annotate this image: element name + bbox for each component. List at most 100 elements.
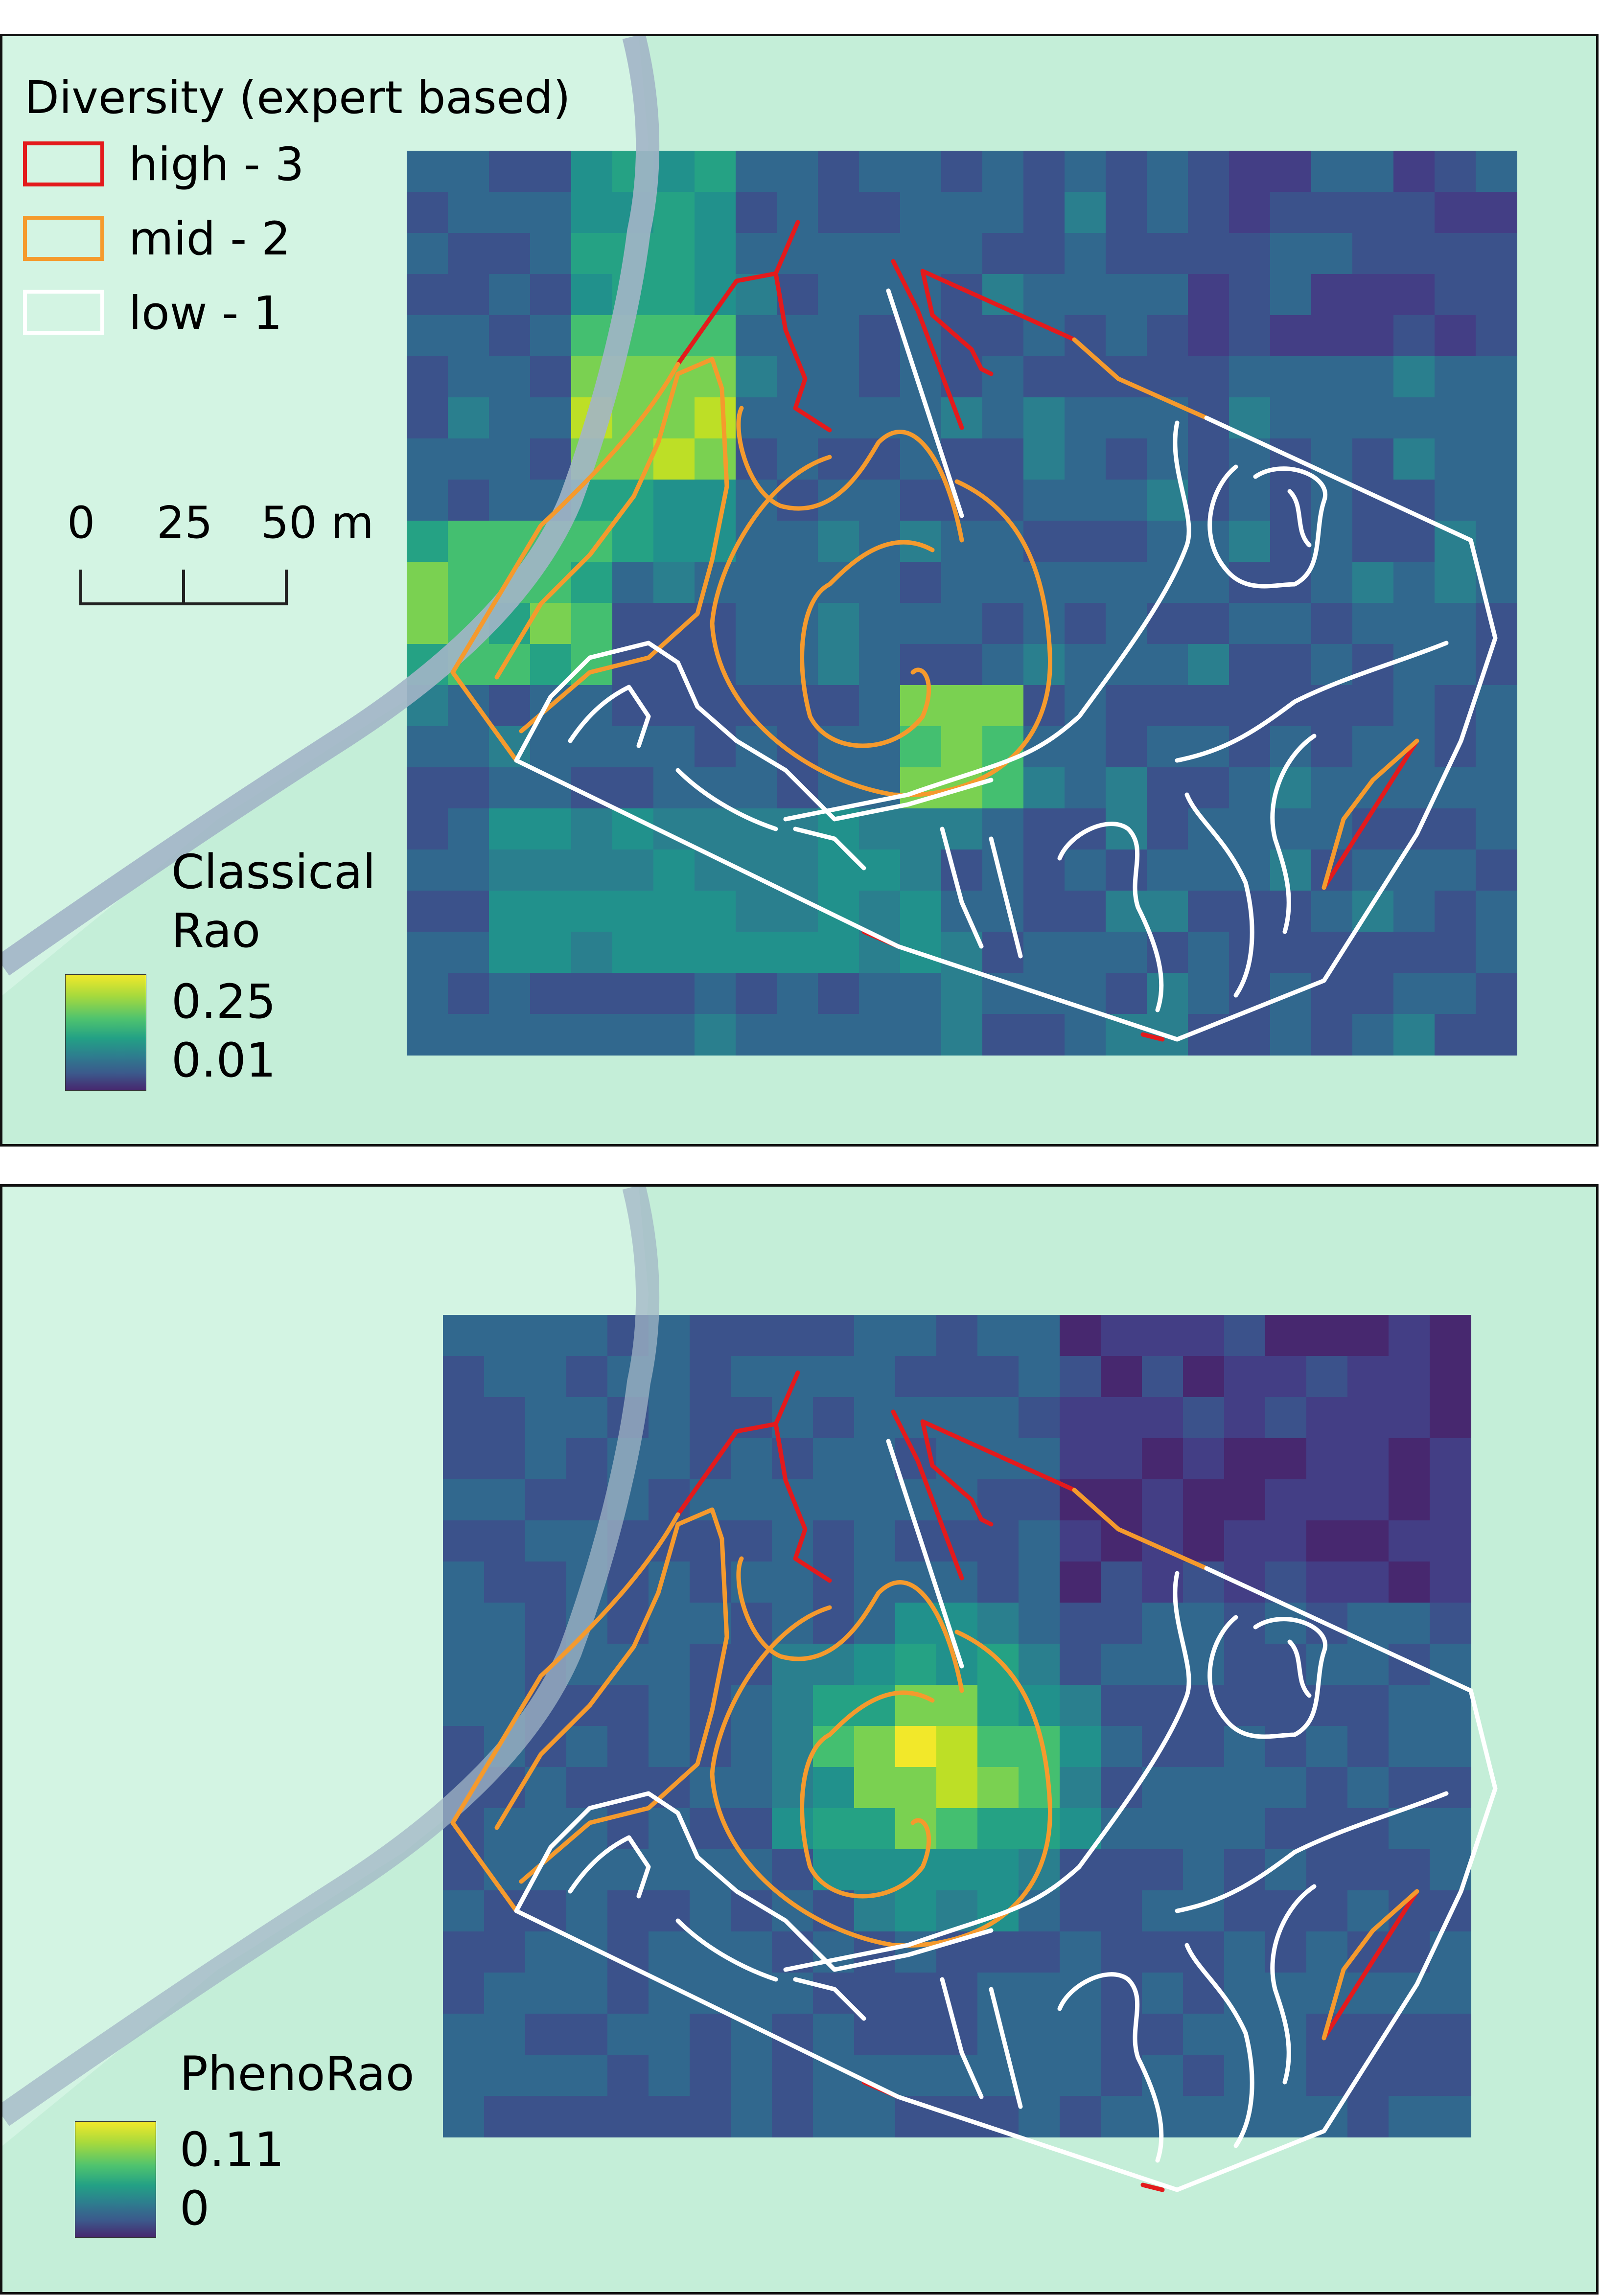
raster-cell	[1147, 973, 1188, 1014]
raster-cell	[1347, 1356, 1389, 1398]
raster-cell	[895, 1603, 937, 1644]
raster-cell	[1023, 891, 1065, 932]
raster-cell	[1065, 891, 1106, 932]
raster-cell	[1311, 151, 1353, 192]
raster-cell	[813, 1685, 855, 1726]
raster-cell	[982, 438, 1024, 480]
raster-cell	[982, 644, 1024, 686]
raster-cell	[489, 891, 531, 932]
raster-cell	[1311, 397, 1353, 439]
raster-cell	[1270, 151, 1312, 192]
raster-cell	[1435, 315, 1476, 357]
raster-cell	[1023, 356, 1065, 398]
raster-cell	[1224, 1397, 1266, 1439]
raster-cell	[1270, 891, 1312, 932]
raster-cell	[977, 1973, 1019, 2014]
raster-cell	[649, 1479, 690, 1521]
raster-cell	[1389, 1315, 1430, 1356]
raster-cell	[777, 562, 818, 603]
raster-cell	[484, 1479, 526, 1521]
raster-cell	[1393, 521, 1435, 562]
raster-cell	[854, 1315, 896, 1356]
raster-cell	[1060, 1438, 1101, 1480]
raster-cell	[1183, 2096, 1225, 2137]
raster-cell	[777, 521, 818, 562]
raster-cell	[566, 1808, 608, 1850]
raster-cell	[895, 1973, 937, 2014]
raster-cell	[1476, 397, 1517, 439]
raster-cell	[607, 2055, 649, 2096]
raster-cell	[859, 562, 901, 603]
raster-cell	[571, 808, 613, 850]
raster-cell	[1430, 2055, 1471, 2096]
raster-cell	[895, 2014, 937, 2055]
raster-cell	[941, 726, 983, 768]
raster-cell	[448, 850, 489, 891]
raster-cell	[1435, 726, 1476, 768]
raster-cell	[731, 1808, 772, 1850]
raster-cell	[859, 480, 901, 521]
raster-cell	[1435, 356, 1476, 398]
raster-cell	[1147, 356, 1188, 398]
raster-cell	[612, 726, 654, 768]
raster-cell	[1306, 1438, 1348, 1480]
raster-cell	[1147, 891, 1188, 932]
raster-cell	[982, 356, 1024, 398]
raster-cell	[731, 1685, 772, 1726]
raster-cell	[854, 1726, 896, 1768]
raster-cell	[772, 2055, 813, 2096]
raster-cell	[407, 397, 448, 439]
raster-cell	[407, 192, 448, 233]
raster-cell	[1106, 233, 1147, 275]
raster-cell	[1430, 2014, 1471, 2055]
raster-cell	[900, 973, 942, 1014]
raster-cell	[1101, 2096, 1142, 2137]
raster-cell	[1106, 192, 1147, 233]
raster-cell	[653, 480, 695, 521]
raster-cell	[1188, 151, 1229, 192]
raster-cell	[813, 2055, 855, 2096]
raster-cell	[525, 2055, 567, 2096]
raster-cell	[1106, 562, 1147, 603]
raster-cell	[818, 685, 859, 727]
raster-cell	[1476, 521, 1517, 562]
raster-cell	[443, 1973, 485, 2014]
raster-cell	[1229, 480, 1271, 521]
raster-cell	[1393, 603, 1435, 644]
ramp-title: PhenoRao	[180, 2046, 415, 2101]
raster-cell	[443, 1603, 485, 1644]
raster-cell	[818, 233, 859, 275]
raster-cell	[859, 973, 901, 1014]
raster-cell	[1430, 1726, 1471, 1768]
raster-cell	[813, 1849, 855, 1891]
raster-cell	[1229, 1014, 1271, 1056]
raster-cell	[1352, 562, 1394, 603]
raster-cell	[977, 1767, 1019, 1809]
raster-cell	[813, 2096, 855, 2137]
raster-cell	[1476, 274, 1517, 316]
raster-cell	[1188, 438, 1229, 480]
raster-cell	[1265, 1356, 1307, 1398]
raster-cell	[443, 1397, 485, 1439]
raster-cell	[936, 1849, 978, 1891]
raster-cell	[977, 1479, 1019, 1521]
raster-cell	[1065, 1014, 1106, 1056]
raster-cell	[407, 726, 448, 768]
raster-cell	[530, 438, 572, 480]
raster-cell	[982, 1014, 1024, 1056]
raster-cell	[736, 356, 777, 398]
raster-cell	[489, 973, 531, 1014]
raster-cell	[1347, 2096, 1389, 2137]
raster-cell	[1065, 192, 1106, 233]
raster-cell	[1019, 1931, 1060, 1973]
raster-cell	[977, 1520, 1019, 1562]
raster-cell	[1106, 685, 1147, 727]
raster-cell	[1476, 356, 1517, 398]
raster-cell	[1476, 1014, 1517, 1056]
raster-cell	[407, 850, 448, 891]
raster-cell	[813, 1644, 855, 1685]
raster-cell	[612, 932, 654, 973]
raster-cell	[690, 2096, 731, 2137]
raster-cell	[489, 480, 531, 521]
raster-cell	[1270, 233, 1312, 275]
